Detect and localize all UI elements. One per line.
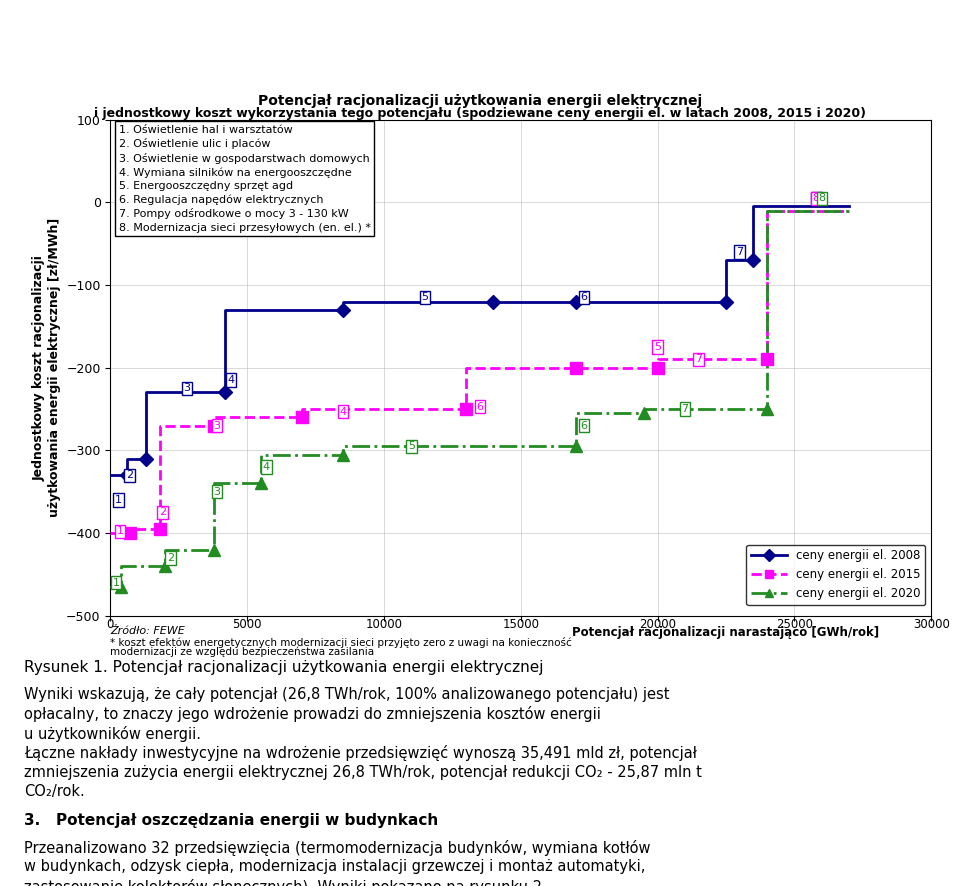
- Text: opłacalny, to znaczy jego wdrożenie prowadzi do zmniejszenia kosztów energii: opłacalny, to znaczy jego wdrożenie prow…: [24, 706, 601, 722]
- Text: 2: 2: [158, 508, 166, 517]
- Text: u użytkowników energii.: u użytkowników energii.: [24, 726, 201, 742]
- Text: 0: 0: [107, 618, 114, 631]
- Text: 4: 4: [340, 407, 347, 416]
- Text: 8: 8: [813, 193, 820, 203]
- Text: 1: 1: [116, 526, 124, 536]
- Text: 7: 7: [682, 404, 688, 414]
- Y-axis label: Jednostkowy koszt racjonalizacji
użytkowania energii elektrycznej [zł/MWh]: Jednostkowy koszt racjonalizacji użytkow…: [33, 218, 60, 517]
- Text: Potencjał racjonalizacji narastająco [GWh/rok]: Potencjał racjonalizacji narastająco [GW…: [572, 626, 879, 640]
- Text: 6: 6: [580, 421, 588, 431]
- Text: Przeanalizowano 32 przedsięwzięcia (termomodernizacja budynków, wymiana kotłów: Przeanalizowano 32 przedsięwzięcia (term…: [24, 840, 651, 856]
- Text: 8: 8: [813, 193, 820, 203]
- Text: 8: 8: [818, 193, 826, 203]
- Text: i jednostkowy koszt wykorzystania tego potencjału (spodziewane ceny energii el. : i jednostkowy koszt wykorzystania tego p…: [94, 106, 866, 120]
- Text: 3: 3: [214, 486, 221, 497]
- Text: w budynkach, odzysk ciepła, modernizacja instalacji grzewczej i montaż automatyk: w budynkach, odzysk ciepła, modernizacja…: [24, 859, 645, 874]
- Text: 6: 6: [580, 292, 588, 302]
- Text: 6: 6: [476, 401, 483, 412]
- Text: 15000: 15000: [502, 618, 540, 631]
- Text: zmniejszenia zużycia energii elektrycznej 26,8 TWh/rok, potencjał redukcji CO₂ -: zmniejszenia zużycia energii elektryczne…: [24, 765, 702, 780]
- Text: Łączne nakłady inwestycyjne na wdrożenie przedsięwzięć wynoszą 35,491 mld zł, po: Łączne nakłady inwestycyjne na wdrożenie…: [24, 745, 697, 761]
- Text: 30000: 30000: [913, 618, 949, 631]
- Text: Wyniki wskazują, że cały potencjał (26,8 TWh/rok, 100% analizowanego potencjału): Wyniki wskazują, że cały potencjał (26,8…: [24, 687, 669, 702]
- Text: zastosowanie kolektorów słonecznych). Wyniki pokazano na rysunku 2.: zastosowanie kolektorów słonecznych). Wy…: [24, 879, 547, 886]
- Text: 1. Oświetlenie hal i warsztatów
2. Oświetlenie ulic i placów
3. Oświetlenie w go: 1. Oświetlenie hal i warsztatów 2. Oświe…: [119, 125, 371, 232]
- Text: 2: 2: [167, 553, 174, 563]
- Text: 3.   Potencjał oszczędzania energii w budynkach: 3. Potencjał oszczędzania energii w budy…: [24, 813, 439, 828]
- Text: 10000: 10000: [366, 618, 402, 631]
- Text: Źródło: FEWE: Źródło: FEWE: [110, 626, 185, 636]
- Text: 20000: 20000: [639, 618, 676, 631]
- Text: * koszt efektów energetycznych modernizacji sieci przyjęto zero z uwagi na konie: * koszt efektów energetycznych moderniza…: [110, 637, 572, 648]
- Text: 25000: 25000: [776, 618, 813, 631]
- Text: 1: 1: [115, 495, 122, 505]
- Text: 5: 5: [421, 292, 428, 302]
- Text: 7: 7: [736, 247, 743, 257]
- Text: 5000: 5000: [232, 618, 262, 631]
- Text: 5: 5: [654, 342, 661, 352]
- Legend: ceny energii el. 2008, ceny energii el. 2015, ceny energii el. 2020: ceny energii el. 2008, ceny energii el. …: [747, 545, 925, 605]
- Text: Potencjał racjonalizacji użytkowania energii elektrycznej: Potencjał racjonalizacji użytkowania ene…: [258, 94, 702, 108]
- Text: Rysunek 1. Potencjał racjonalizacji użytkowania energii elektrycznej: Rysunek 1. Potencjał racjonalizacji użyt…: [24, 660, 543, 675]
- Text: 3: 3: [183, 384, 190, 393]
- Text: 5: 5: [408, 441, 415, 451]
- Text: 1: 1: [112, 578, 119, 587]
- Text: 2: 2: [126, 470, 133, 480]
- Text: 3: 3: [214, 421, 221, 431]
- Text: 4: 4: [228, 375, 234, 385]
- Text: 7: 7: [695, 354, 702, 364]
- Text: modernizacji ze względu bezpieczeństwa zasilania: modernizacji ze względu bezpieczeństwa z…: [110, 647, 374, 657]
- Text: 4: 4: [263, 462, 270, 472]
- Text: CO₂/rok.: CO₂/rok.: [24, 784, 84, 799]
